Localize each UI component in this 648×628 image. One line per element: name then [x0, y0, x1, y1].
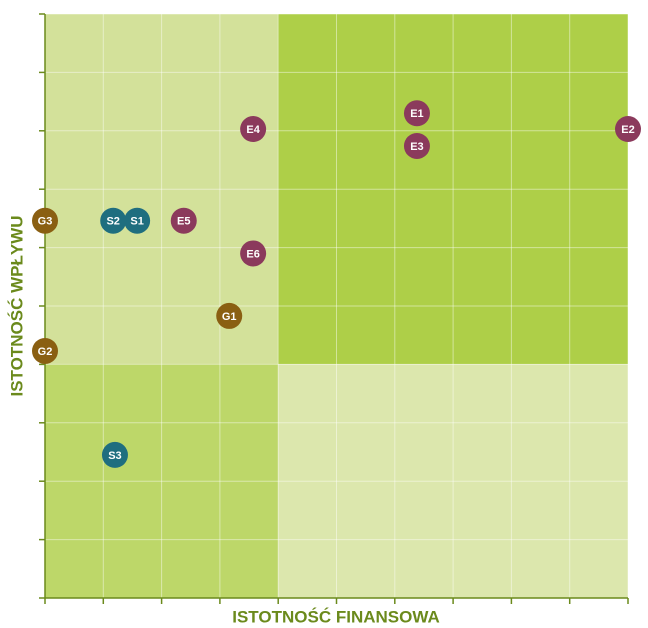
- point: [403, 100, 430, 127]
- quadrant: [278, 364, 628, 598]
- point: [32, 337, 58, 364]
- point-label: E4: [246, 124, 260, 136]
- point: [615, 116, 641, 143]
- point: [240, 240, 267, 267]
- point: [101, 441, 128, 468]
- quadrant: [45, 14, 278, 364]
- point-label: E6: [246, 248, 259, 260]
- point-label: E3: [410, 141, 423, 153]
- point: [216, 302, 243, 329]
- point: [100, 207, 127, 234]
- point-label: G3: [38, 216, 53, 228]
- quadrant: [278, 14, 628, 364]
- point: [124, 207, 151, 234]
- point-label: G1: [222, 311, 237, 323]
- point: [240, 116, 267, 143]
- point-label: E2: [621, 124, 634, 136]
- point-label: E1: [410, 108, 423, 120]
- point-label: S1: [130, 216, 143, 228]
- point: [32, 207, 58, 234]
- y-axis-label: ISTOTNOŚĆ WPŁYWU: [7, 215, 26, 396]
- point: [403, 132, 430, 159]
- point-label: S3: [108, 450, 121, 462]
- point: [170, 207, 197, 234]
- point-label: S2: [106, 216, 119, 228]
- x-axis-label: ISTOTNOŚĆ FINANSOWA: [232, 607, 439, 626]
- point-label: E5: [177, 216, 190, 228]
- quadrant: [45, 364, 278, 598]
- point-label: G2: [38, 346, 53, 358]
